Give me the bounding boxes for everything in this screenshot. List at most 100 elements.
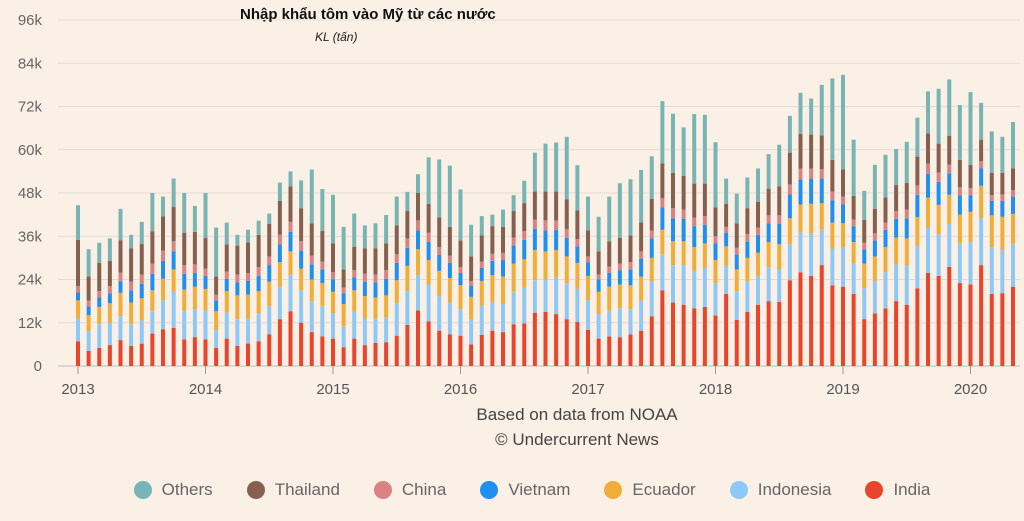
- bar-segment-china[interactable]: [926, 163, 930, 174]
- bar-segment-thailand[interactable]: [809, 134, 814, 169]
- bar-segment-india[interactable]: [777, 301, 782, 366]
- bar-segment-indonesia[interactable]: [787, 244, 792, 281]
- bar-segment-ecuador[interactable]: [384, 295, 389, 318]
- bar-segment-thailand[interactable]: [617, 237, 622, 264]
- bar-segment-ecuador[interactable]: [150, 290, 155, 312]
- bar-segment-thailand[interactable]: [745, 208, 750, 235]
- bar-segment-india[interactable]: [532, 312, 537, 366]
- legend-item-china[interactable]: China: [373, 480, 446, 500]
- bar-segment-indonesia[interactable]: [1011, 244, 1015, 287]
- bar-segment-others[interactable]: [171, 178, 176, 208]
- bar-segment-vietnam[interactable]: [341, 293, 346, 305]
- bar-segment-ecuador[interactable]: [724, 246, 729, 266]
- bar-segment-vietnam[interactable]: [713, 243, 718, 261]
- bar-segment-ecuador[interactable]: [394, 280, 399, 304]
- bar-segment-ecuador[interactable]: [692, 247, 697, 271]
- bar-segment-india[interactable]: [979, 265, 984, 366]
- bar-segment-thailand[interactable]: [639, 222, 644, 252]
- bar-segment-vietnam[interactable]: [267, 265, 272, 282]
- bar-segment-india[interactable]: [851, 293, 856, 366]
- bar-segment-thailand[interactable]: [447, 226, 452, 256]
- bar-segment-ecuador[interactable]: [86, 315, 91, 332]
- bar-segment-thailand[interactable]: [862, 219, 867, 243]
- bar-segment-ecuador[interactable]: [862, 263, 867, 289]
- bar-segment-vietnam[interactable]: [734, 254, 739, 270]
- bar-segment-others[interactable]: [416, 174, 420, 193]
- bar-segment-china[interactable]: [660, 198, 665, 208]
- bar-segment-indonesia[interactable]: [362, 318, 367, 346]
- bar-segment-others[interactable]: [426, 157, 431, 204]
- bar-segment-china[interactable]: [405, 238, 410, 248]
- bar-segment-vietnam[interactable]: [787, 194, 792, 219]
- bar-segment-china[interactable]: [628, 262, 633, 270]
- bar-segment-thailand[interactable]: [734, 223, 739, 248]
- bar-segment-indonesia[interactable]: [660, 254, 665, 291]
- bar-segment-ecuador[interactable]: [479, 280, 484, 306]
- bar-segment-ecuador[interactable]: [543, 251, 548, 280]
- bar-segment-indonesia[interactable]: [830, 248, 835, 286]
- bar-segment-others[interactable]: [596, 216, 601, 252]
- bar-segment-india[interactable]: [575, 322, 580, 366]
- bar-segment-vietnam[interactable]: [511, 245, 516, 264]
- bar-segment-ecuador[interactable]: [883, 247, 888, 273]
- bar-segment-ecuador[interactable]: [182, 289, 187, 311]
- bar-segment-others[interactable]: [851, 139, 856, 196]
- bar-segment-china[interactable]: [373, 274, 378, 283]
- bar-segment-thailand[interactable]: [426, 203, 431, 233]
- bar-segment-china[interactable]: [171, 241, 176, 252]
- bar-segment-china[interactable]: [713, 236, 718, 244]
- bar-segment-thailand[interactable]: [384, 243, 389, 271]
- bar-segment-vietnam[interactable]: [86, 306, 91, 316]
- bar-segment-india[interactable]: [150, 333, 155, 366]
- bar-segment-thailand[interactable]: [607, 241, 612, 267]
- bar-segment-vietnam[interactable]: [681, 218, 686, 242]
- bar-segment-ecuador[interactable]: [841, 223, 845, 248]
- bar-segment-indonesia[interactable]: [501, 304, 505, 333]
- bar-segment-vietnam[interactable]: [564, 237, 569, 257]
- bar-segment-others[interactable]: [1000, 136, 1005, 173]
- bar-segment-vietnam[interactable]: [129, 290, 134, 303]
- bar-segment-ecuador[interactable]: [575, 262, 580, 289]
- bar-segment-ecuador[interactable]: [926, 197, 930, 228]
- bar-segment-others[interactable]: [447, 165, 452, 227]
- bar-segment-indonesia[interactable]: [586, 300, 590, 330]
- bar-segment-ecuador[interactable]: [267, 281, 272, 307]
- bar-segment-china[interactable]: [224, 271, 229, 279]
- bar-segment-china[interactable]: [235, 274, 240, 283]
- bar-segment-india[interactable]: [490, 330, 495, 366]
- bar-segment-thailand[interactable]: [968, 164, 973, 188]
- bar-segment-indonesia[interactable]: [405, 291, 410, 325]
- bar-segment-others[interactable]: [639, 169, 644, 223]
- bar-segment-china[interactable]: [692, 217, 697, 227]
- bar-segment-indonesia[interactable]: [86, 331, 91, 351]
- bar-segment-indonesia[interactable]: [543, 279, 548, 312]
- bar-segment-india[interactable]: [214, 347, 219, 366]
- bar-segment-india[interactable]: [437, 330, 442, 366]
- bar-segment-china[interactable]: [724, 226, 729, 233]
- bar-segment-vietnam[interactable]: [235, 282, 240, 296]
- bar-segment-others[interactable]: [936, 88, 941, 144]
- bar-segment-china[interactable]: [490, 253, 495, 261]
- bar-segment-others[interactable]: [564, 136, 569, 200]
- bar-segment-ecuador[interactable]: [362, 296, 367, 319]
- bar-segment-vietnam[interactable]: [819, 178, 824, 204]
- bar-segment-thailand[interactable]: [192, 231, 197, 265]
- bar-segment-thailand[interactable]: [373, 248, 378, 275]
- bar-segment-indonesia[interactable]: [129, 324, 134, 346]
- bar-segment-india[interactable]: [447, 334, 452, 366]
- bar-segment-thailand[interactable]: [1000, 172, 1005, 195]
- bar-segment-thailand[interactable]: [299, 208, 304, 242]
- bar-segment-india[interactable]: [628, 334, 633, 366]
- bar-segment-thailand[interactable]: [277, 200, 282, 235]
- bar-segment-others[interactable]: [267, 213, 272, 224]
- bar-segment-thailand[interactable]: [331, 243, 335, 273]
- bar-segment-others[interactable]: [702, 114, 707, 184]
- bar-segment-others[interactable]: [724, 178, 729, 204]
- bar-segment-india[interactable]: [171, 327, 176, 366]
- bar-segment-indonesia[interactable]: [681, 265, 686, 305]
- bar-segment-ecuador[interactable]: [192, 286, 197, 310]
- bar-segment-indonesia[interactable]: [957, 243, 962, 284]
- bar-segment-others[interactable]: [543, 143, 548, 192]
- bar-segment-vietnam[interactable]: [596, 279, 601, 292]
- bar-segment-others[interactable]: [501, 209, 505, 227]
